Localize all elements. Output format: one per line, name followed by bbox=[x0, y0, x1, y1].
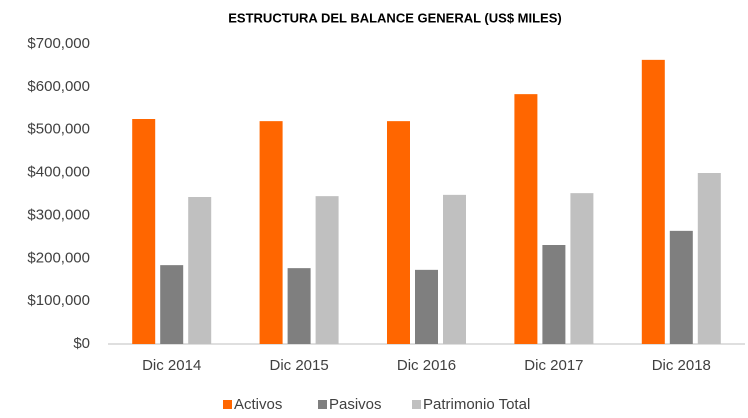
x-tick-label: Dic 2017 bbox=[524, 357, 583, 374]
bar bbox=[443, 194, 466, 344]
legend-swatch bbox=[223, 400, 232, 409]
x-tick-label: Dic 2018 bbox=[652, 357, 711, 374]
y-tick-label: $0 bbox=[73, 335, 90, 352]
bar bbox=[415, 269, 438, 344]
legend-label: Pasivos bbox=[329, 396, 382, 413]
bar bbox=[315, 196, 339, 344]
bar bbox=[132, 119, 156, 344]
y-tick-label: $200,000 bbox=[27, 249, 90, 266]
y-tick-label: $100,000 bbox=[27, 292, 90, 309]
bar bbox=[514, 94, 538, 345]
bar bbox=[287, 268, 311, 344]
x-tick-label: Dic 2014 bbox=[142, 357, 201, 374]
legend-label: Patrimonio Total bbox=[423, 396, 530, 413]
y-tick-label: $300,000 bbox=[27, 206, 90, 223]
bar bbox=[542, 245, 566, 344]
legend-swatch bbox=[318, 400, 327, 409]
legend-swatch bbox=[412, 400, 421, 409]
y-tick-label: $600,000 bbox=[27, 78, 90, 95]
y-tick-label: $400,000 bbox=[27, 164, 90, 181]
bar bbox=[387, 121, 410, 345]
chart-title: ESTRUCTURA DEL BALANCE GENERAL (US$ MILE… bbox=[228, 10, 561, 25]
bar bbox=[188, 197, 212, 344]
y-tick-label: $700,000 bbox=[27, 35, 90, 52]
bar bbox=[259, 121, 283, 345]
bar bbox=[570, 193, 594, 344]
bar bbox=[697, 173, 721, 344]
legend-label: Activos bbox=[234, 396, 282, 413]
bar bbox=[641, 59, 665, 344]
x-tick-label: Dic 2016 bbox=[397, 357, 456, 374]
bar bbox=[160, 265, 184, 344]
y-tick-label: $500,000 bbox=[27, 121, 90, 138]
x-tick-label: Dic 2015 bbox=[269, 357, 328, 374]
bar bbox=[669, 230, 693, 344]
